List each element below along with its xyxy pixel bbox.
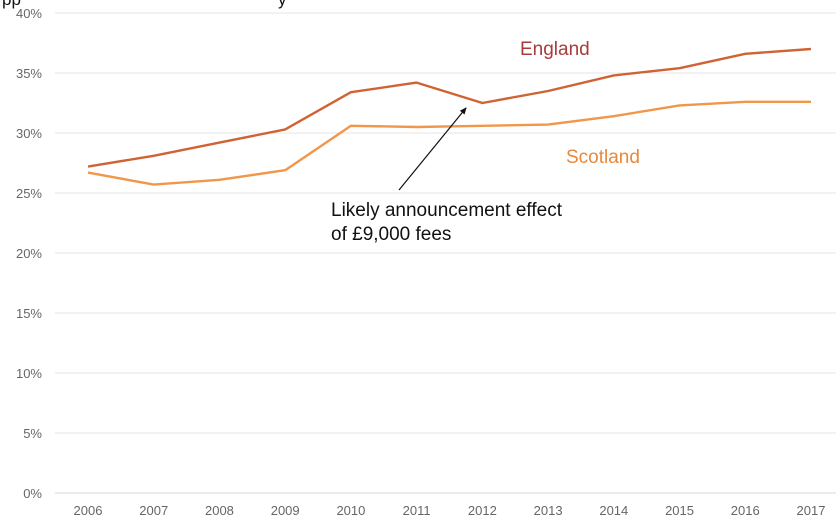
series-label-scotland: Scotland — [566, 147, 640, 168]
x-tick-label: 2009 — [271, 503, 300, 518]
x-tick-label: 2017 — [797, 503, 826, 518]
y-axis-tick-labels: 0% 5% 10% 15% 20% 25% 30% 35% 40% — [16, 6, 42, 501]
annotation-arrow — [398, 107, 467, 191]
y-tick-label: 0% — [23, 486, 42, 501]
y-tick-label: 20% — [16, 246, 42, 261]
annotation-line-2: of £9,000 fees — [331, 224, 451, 245]
chart-title-fragment-2: y — [278, 0, 287, 9]
x-tick-label: 2014 — [599, 503, 628, 518]
chart-title-fragment: pp — [2, 0, 21, 9]
series-line-england — [87, 47, 812, 168]
y-tick-label: 30% — [16, 126, 42, 141]
x-tick-label: 2010 — [336, 503, 365, 518]
x-axis-tick-labels: 2006 2007 2008 2009 2010 2011 2012 2013 2014 2015… — [74, 503, 826, 518]
gridlines — [55, 12, 836, 494]
series-lines — [87, 47, 812, 186]
y-tick-label: 10% — [16, 366, 42, 381]
x-tick-label: 2012 — [468, 503, 497, 518]
x-tick-label: 2006 — [74, 503, 103, 518]
x-tick-label: 2016 — [731, 503, 760, 518]
x-tick-label: 2007 — [139, 503, 168, 518]
y-tick-label: 5% — [23, 426, 42, 441]
series-line-scotland — [87, 100, 811, 186]
series-label-england: England — [520, 39, 590, 60]
x-tick-label: 2008 — [205, 503, 234, 518]
annotation: Likely announcement effect of £9,000 fee… — [331, 107, 563, 245]
x-tick-label: 2013 — [534, 503, 563, 518]
x-tick-label: 2011 — [403, 503, 431, 518]
x-tick-label: 2015 — [665, 503, 694, 518]
y-tick-label: 40% — [16, 6, 42, 21]
y-tick-label: 25% — [16, 186, 42, 201]
y-tick-label: 35% — [16, 66, 42, 81]
y-tick-label: 15% — [16, 306, 42, 321]
annotation-line-1: Likely announcement effect — [331, 200, 563, 221]
